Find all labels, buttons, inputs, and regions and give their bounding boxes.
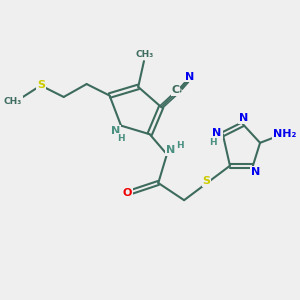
- Text: H: H: [209, 138, 217, 147]
- Text: N: N: [185, 72, 194, 82]
- Text: CH₃: CH₃: [4, 97, 22, 106]
- Text: N: N: [111, 126, 121, 136]
- Text: NH₂: NH₂: [273, 129, 297, 139]
- Text: CH₃: CH₃: [135, 50, 154, 59]
- Text: N: N: [212, 128, 222, 138]
- Text: S: S: [202, 176, 211, 186]
- Text: S: S: [37, 80, 45, 91]
- Text: N: N: [250, 167, 260, 177]
- Text: N: N: [166, 145, 175, 155]
- Text: H: H: [176, 141, 184, 150]
- Text: O: O: [123, 188, 132, 198]
- Text: H: H: [117, 134, 124, 143]
- Text: N: N: [239, 113, 248, 123]
- Text: C: C: [171, 85, 180, 95]
